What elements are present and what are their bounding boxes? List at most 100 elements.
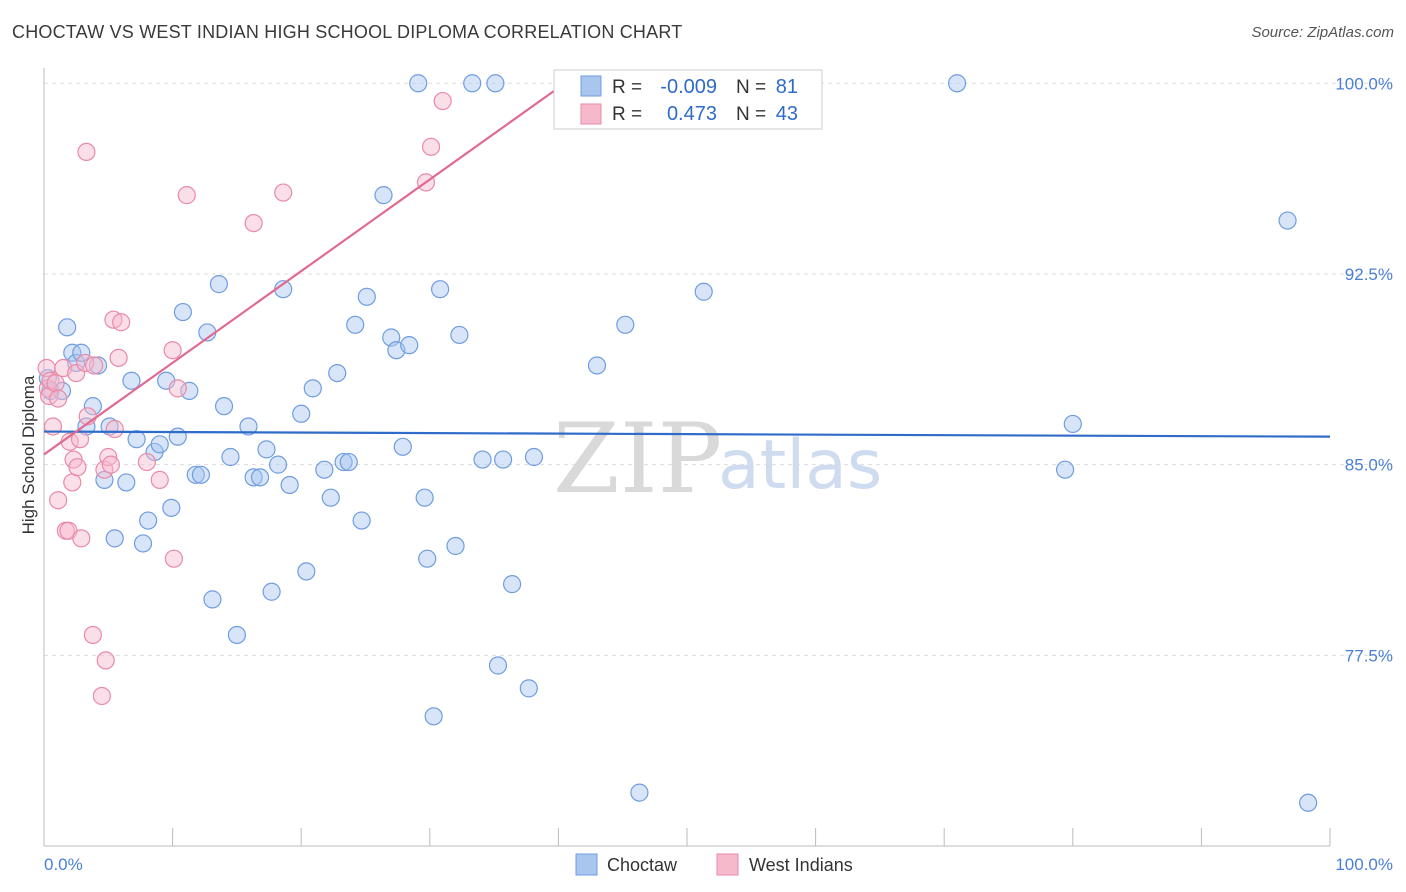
westindian-point-34 [163,341,182,360]
stats-n-label-1: N = [736,77,766,98]
choctaw-point-60 [424,707,443,726]
westindian-trend-line [43,82,566,456]
westindian-point-35 [164,549,183,568]
choctaw-point-23 [173,302,192,322]
choctaw-point-38 [268,455,288,474]
stats-swatch-choctaw [580,75,602,97]
westindian-point-27 [101,455,120,474]
choctaw-point-68 [494,450,513,469]
choctaw-point-50 [352,511,371,530]
choctaw-point-77 [1055,460,1075,479]
westindian-point-32 [137,452,156,472]
choctaw-point-55 [393,437,412,456]
x-tick-label-right: 100.0% [1335,855,1393,874]
choctaw-point-61 [430,280,450,299]
westindian-point-42 [433,91,452,111]
westindian-point-6 [49,389,68,408]
choctaw-point-49 [346,315,365,334]
choctaw-point-35 [250,468,270,487]
choctaw-point-47 [334,452,353,472]
watermark-atlas: atlas [718,426,882,505]
westindian-point-31 [112,313,131,332]
choctaw-point-21 [162,498,181,517]
choctaw-point-72 [587,356,607,375]
choctaw-point-48 [339,452,358,472]
choctaw-point-56 [400,336,419,355]
y-tick-label-3: 77.5% [1345,646,1393,665]
choctaw-point-32 [227,625,246,645]
choctaw-point-17 [139,511,158,530]
choctaw-point-71 [524,447,544,467]
choctaw-point-3 [58,318,77,337]
westindian-point-41 [421,137,441,156]
choctaw-point-51 [357,287,376,306]
choctaw-point-59 [418,549,437,568]
axes [43,68,1331,847]
choctaw-point-29 [209,275,228,294]
legend-label-choctaw: Choctaw [607,855,678,875]
westindian-point-14 [67,363,86,383]
choctaw-point-67 [488,656,508,675]
westindian-point-29 [105,419,124,439]
choctaw-point-58 [415,488,434,507]
westindian-point-36 [168,379,187,398]
choctaw-point-43 [303,379,322,398]
x-tick-label-left: 0.0% [44,855,83,874]
choctaw-point-75 [694,282,713,301]
y-tick-label-0: 100.0% [1335,74,1393,93]
choctaw-point-44 [315,460,334,479]
choctaw-point-65 [473,450,492,469]
bottom-legend: Choctaw West Indians [575,853,853,876]
westindian-point-3 [41,371,60,390]
westindian-point-19 [77,142,96,162]
westindian-point-37 [177,186,196,205]
westindian-point-33 [150,470,169,489]
choctaw-point-73 [616,315,635,334]
legend-swatch-westindian [716,853,739,876]
choctaw-point-19 [150,435,169,454]
choctaw-point-78 [1063,414,1082,434]
stats-r-label-1: R = [612,77,642,98]
watermark: ZIP atlas [553,403,882,515]
choctaw-point-15 [127,430,146,449]
choctaw-point-37 [262,582,281,601]
choctaw-point-28 [203,590,222,609]
choctaw-point-31 [221,447,240,467]
source-attribution: Source: ZipAtlas.com [1251,24,1394,41]
stats-r-label-2: R = [612,104,642,125]
y-tick-label-2: 85.0% [1345,456,1393,475]
choctaw-point-25 [186,465,205,484]
choctaw-trend-line [43,430,1331,438]
stats-n-label-2: N = [736,104,766,125]
westindian-point-17 [72,529,91,548]
choctaw-point-69 [503,575,522,594]
choctaw-point-41 [292,404,311,423]
choctaw-point-34 [244,468,263,487]
choctaw-point-13 [117,473,136,492]
stats-swatch-westindian [580,103,602,125]
stats-legend-box: R = -0.009 N = 81 R = 0.473 N = 43 [553,69,823,130]
choctaw-point-40 [280,475,299,495]
choctaw-point-45 [321,488,340,507]
choctaw-point-24 [180,381,199,400]
westindian-point-39 [274,183,293,202]
choctaw-point-70 [519,679,538,698]
choctaw-point-16 [133,534,153,553]
stats-n-value-2: 43 [776,103,798,125]
westindian-point-5 [46,374,65,393]
choctaw-point-30 [214,397,234,416]
westindian-point-23 [92,686,111,706]
choctaw-point-42 [297,562,316,581]
westindian-point-30 [109,348,128,367]
y-axis-label: High School Diploma [19,375,38,534]
choctaw-point-74 [630,783,649,802]
westindian-point-38 [244,213,263,233]
choctaw-point-66 [486,74,505,93]
choctaw-point-33 [239,417,258,436]
choctaw-point-6 [72,343,91,362]
westindian-point-22 [85,356,104,375]
choctaw-point-63 [450,325,469,345]
choctaw-point-57 [409,74,428,93]
westindian-point-21 [83,625,102,645]
